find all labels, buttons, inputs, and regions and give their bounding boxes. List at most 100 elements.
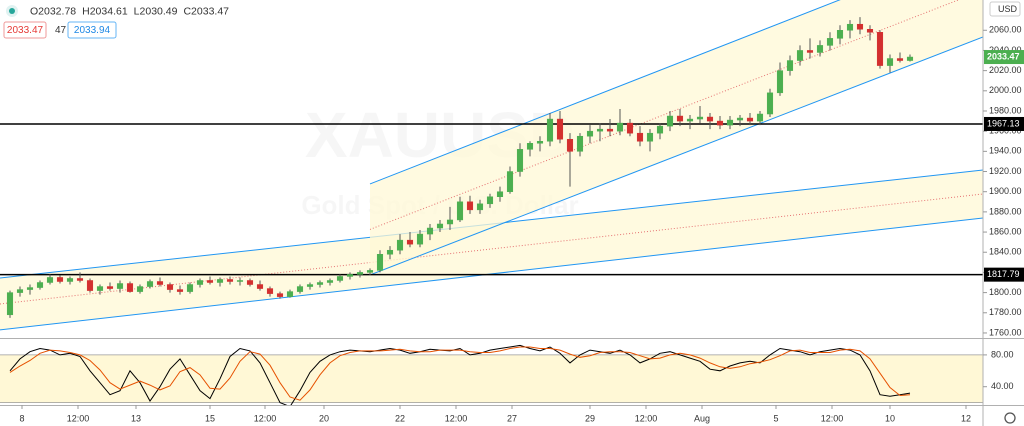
channel-upper	[369, 0, 841, 185]
candle-body	[66, 278, 74, 282]
candle-body	[606, 128, 614, 132]
x-tick-label: 5	[773, 413, 778, 423]
candle-body	[216, 279, 224, 283]
y-tick-label: 1940.00	[989, 146, 1022, 156]
ohlc-value: H2034.61	[82, 5, 128, 17]
candle-body	[116, 283, 124, 289]
currency-box	[989, 1, 1021, 17]
candle-body	[136, 286, 144, 292]
candle-body	[666, 115, 674, 127]
candle-body	[326, 280, 334, 283]
candle-body	[776, 70, 784, 94]
indicator-box	[67, 21, 117, 39]
candle-body	[86, 280, 94, 291]
candle-body	[656, 125, 664, 134]
candle-body	[26, 287, 34, 290]
candle-body	[756, 113, 764, 122]
last-price-box	[984, 50, 1024, 65]
x-tick-label: 29	[585, 413, 595, 423]
candle-body	[186, 284, 194, 292]
candle-body	[286, 291, 294, 297]
y-tick-label: 1860.00	[989, 226, 1022, 236]
candle-body	[836, 30, 844, 39]
candle-body	[106, 286, 114, 289]
candle-body	[246, 280, 254, 285]
candle-body	[806, 50, 814, 53]
x-tick-label: Aug	[694, 413, 710, 423]
x-tick-label: 22	[395, 413, 405, 423]
candle-body	[676, 115, 684, 122]
candle-body	[236, 280, 244, 282]
candle-body	[826, 38, 834, 46]
y-tick-label: 2040.00	[989, 45, 1022, 55]
candle-body	[816, 45, 824, 53]
candle-body	[626, 122, 634, 134]
y-tick-label: 1780.00	[989, 307, 1022, 317]
ohlc-value: L2030.49	[134, 5, 178, 17]
candle-body	[396, 239, 404, 251]
x-tick-label: 10	[885, 413, 895, 423]
candle-body	[96, 286, 104, 291]
y-tick-label: 1980.00	[989, 105, 1022, 115]
candle-body	[366, 270, 374, 273]
x-tick-label: 20	[319, 413, 329, 423]
indicator-value: 2033.94	[74, 25, 111, 36]
candle-body	[256, 284, 264, 289]
candle-body	[206, 280, 214, 283]
candle-body	[886, 58, 894, 66]
stoch-pane	[0, 344, 983, 405]
candle-body	[796, 50, 804, 61]
candle-body	[896, 58, 904, 61]
candle-body	[586, 130, 594, 137]
candle-body	[436, 223, 444, 229]
candle-body	[336, 276, 344, 281]
candle-body	[506, 171, 514, 192]
candle-body	[156, 281, 164, 285]
price-label-box	[984, 116, 1024, 131]
candle-body	[226, 279, 234, 282]
candle-body	[846, 23, 854, 31]
candle-body	[726, 119, 734, 126]
x-tick-label: 12	[961, 413, 971, 423]
ohlc-value: C2033.47	[183, 5, 229, 17]
price-label-box	[984, 267, 1024, 282]
x-tick-label: 12:00	[254, 413, 277, 423]
candle-body	[426, 227, 434, 235]
candle-body	[526, 143, 534, 150]
settings-icon[interactable]	[1004, 412, 1016, 424]
candle-body	[686, 118, 694, 122]
candle-body	[316, 282, 324, 285]
candle-body	[876, 32, 884, 66]
candle-body	[536, 141, 544, 144]
candle-body	[266, 288, 274, 294]
y-tick-label: 1840.00	[989, 247, 1022, 257]
x-tick-label: 12:00	[67, 413, 90, 423]
candle-body	[646, 132, 654, 142]
x-tick-label: 13	[131, 413, 141, 423]
candle-body	[346, 274, 354, 277]
candle-body	[46, 277, 54, 283]
candle-body	[306, 284, 314, 287]
candle-body	[706, 116, 714, 122]
candle-body	[696, 116, 704, 120]
x-tick-label: 8	[19, 413, 24, 423]
header: 2033.47 47 2033.94 O2032.78 H2034.61 L2030…	[3, 5, 229, 39]
x-tick-label: 27	[507, 413, 517, 423]
candle-body	[596, 128, 604, 132]
candle-body	[36, 282, 44, 288]
candle-body	[716, 120, 724, 126]
candle-body	[486, 196, 494, 205]
candle-body	[906, 56, 914, 61]
candle-body	[276, 293, 284, 297]
candle-body	[746, 117, 754, 122]
price-label: 1817.79	[987, 269, 1020, 279]
stoch-line	[9, 344, 911, 405]
stoch-band	[0, 354, 983, 403]
candle-body	[456, 201, 464, 221]
y-tick-label: 1760.00	[989, 327, 1022, 337]
candle-body	[786, 60, 794, 71]
candle-body	[386, 249, 394, 255]
candle-body	[126, 283, 134, 292]
candle-body	[616, 122, 624, 132]
